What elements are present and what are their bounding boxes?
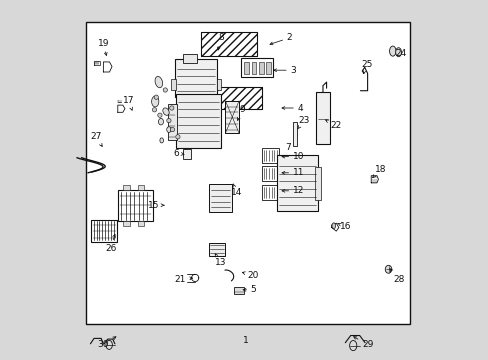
Bar: [200, 87, 261, 109]
Bar: [137, 221, 144, 226]
Text: 5: 5: [243, 285, 256, 294]
Ellipse shape: [158, 118, 163, 125]
Ellipse shape: [331, 223, 335, 229]
Text: 9: 9: [237, 105, 245, 120]
Circle shape: [152, 108, 156, 112]
Bar: [201, 32, 257, 56]
Bar: [234, 287, 244, 294]
Text: 14: 14: [230, 184, 242, 197]
Bar: [171, 79, 176, 90]
Circle shape: [170, 127, 174, 132]
Ellipse shape: [155, 76, 163, 88]
Bar: [258, 62, 263, 74]
Ellipse shape: [349, 341, 356, 351]
Circle shape: [154, 95, 158, 99]
Bar: [123, 221, 129, 226]
Bar: [86, 22, 409, 324]
Ellipse shape: [389, 46, 395, 56]
Bar: [225, 101, 239, 133]
Bar: [118, 190, 153, 221]
Text: 12: 12: [282, 186, 304, 195]
Text: 8: 8: [217, 33, 224, 50]
Text: 10: 10: [282, 152, 304, 161]
Circle shape: [169, 106, 174, 110]
Circle shape: [163, 88, 167, 92]
Text: 11: 11: [282, 168, 304, 177]
Text: 20: 20: [242, 271, 259, 280]
Bar: [168, 104, 177, 140]
Text: 2: 2: [269, 33, 292, 45]
Bar: [91, 220, 117, 242]
Text: 6: 6: [173, 149, 183, 158]
Text: 3: 3: [273, 66, 295, 75]
Bar: [244, 62, 249, 74]
Ellipse shape: [151, 96, 159, 107]
Bar: [175, 59, 216, 97]
Ellipse shape: [385, 265, 391, 273]
Bar: [123, 185, 129, 190]
Bar: [183, 149, 190, 159]
Text: 7: 7: [284, 143, 290, 152]
Text: 23: 23: [297, 116, 309, 129]
Text: 21: 21: [174, 274, 192, 284]
Bar: [315, 92, 329, 144]
Bar: [314, 167, 321, 200]
Text: 19: 19: [98, 39, 109, 55]
Bar: [209, 243, 225, 256]
Text: 22: 22: [325, 120, 341, 130]
Bar: [241, 58, 273, 77]
Ellipse shape: [160, 138, 163, 143]
Circle shape: [166, 118, 171, 123]
Bar: [261, 148, 279, 163]
Bar: [200, 87, 261, 109]
Text: 24: 24: [395, 49, 406, 58]
Bar: [261, 185, 279, 200]
Bar: [137, 185, 144, 190]
Text: 15: 15: [148, 201, 163, 210]
Text: 13: 13: [215, 254, 226, 267]
Text: 1: 1: [243, 336, 249, 345]
Text: 29: 29: [353, 337, 372, 349]
Bar: [216, 79, 221, 90]
Bar: [265, 62, 270, 74]
Bar: [209, 184, 231, 212]
Text: 25: 25: [361, 60, 372, 74]
Circle shape: [175, 135, 180, 139]
Bar: [201, 32, 257, 56]
Text: 4: 4: [282, 104, 303, 112]
Bar: [261, 166, 279, 181]
Bar: [176, 94, 221, 148]
Ellipse shape: [106, 341, 112, 349]
Text: 26: 26: [105, 234, 116, 253]
Circle shape: [158, 113, 162, 117]
Text: 30: 30: [98, 337, 116, 349]
Bar: [251, 62, 256, 74]
Bar: [276, 155, 318, 211]
Text: 16: 16: [337, 222, 351, 231]
Ellipse shape: [395, 48, 401, 57]
Bar: [292, 122, 296, 146]
Ellipse shape: [163, 108, 169, 115]
Text: 17: 17: [122, 96, 134, 110]
Text: 28: 28: [389, 269, 404, 284]
Ellipse shape: [166, 127, 171, 132]
Bar: [182, 54, 197, 63]
Text: 27: 27: [90, 132, 102, 147]
Text: 18: 18: [372, 165, 386, 178]
